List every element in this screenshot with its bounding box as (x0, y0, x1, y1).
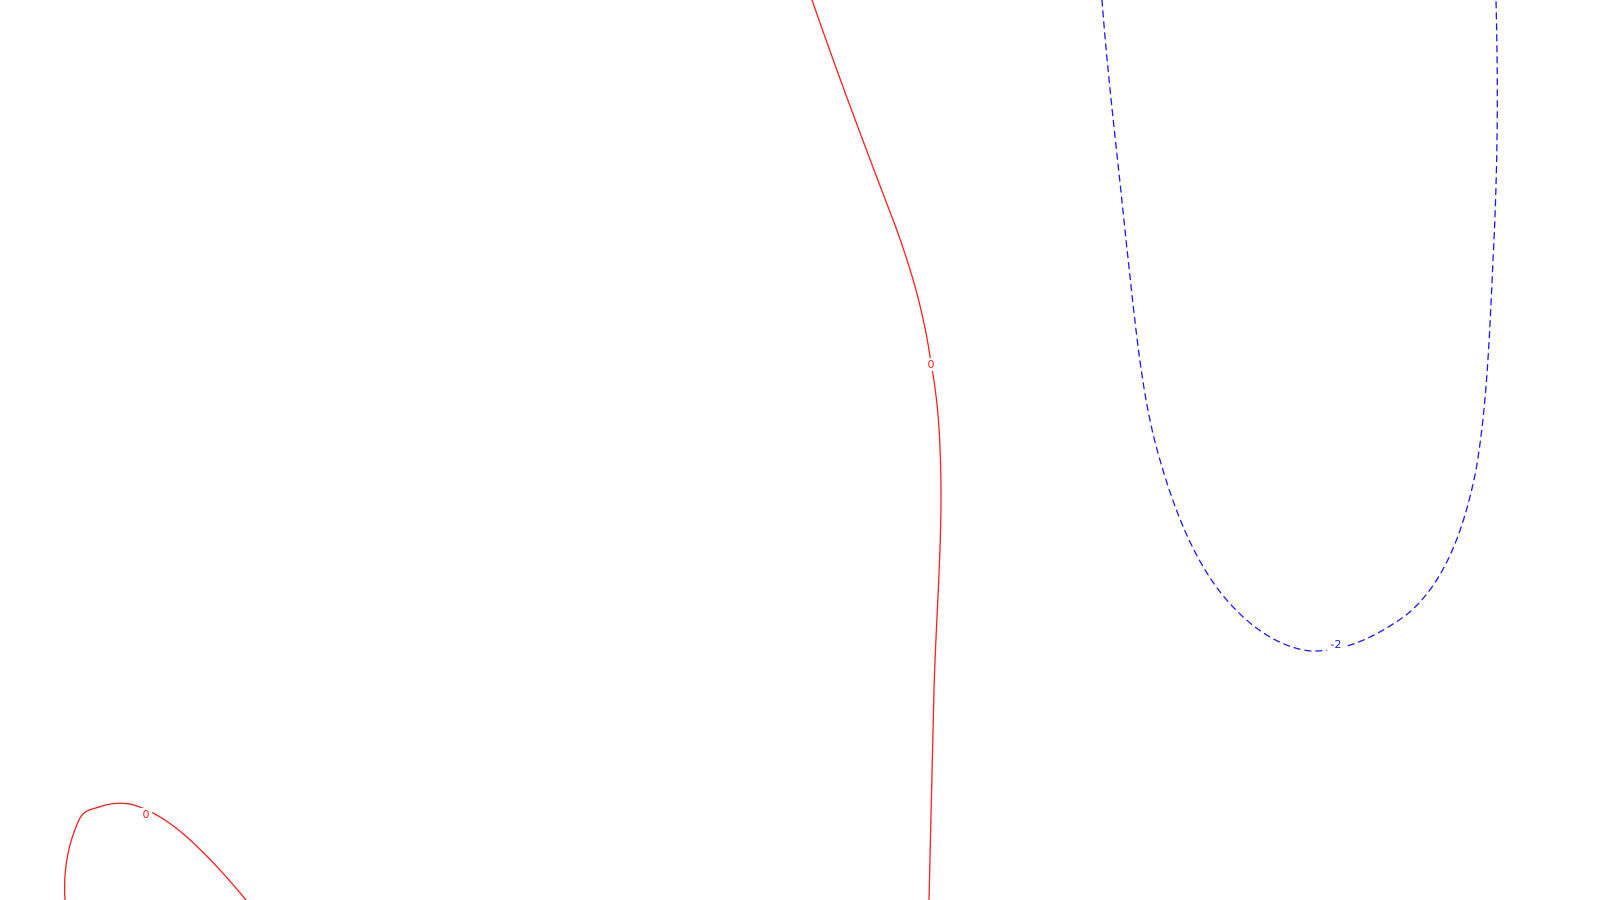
contour-path-0-main (811, 0, 942, 900)
label-bg (140, 808, 152, 821)
label-bg (925, 358, 937, 371)
contour-level-neg-2: -2 (1101, 0, 1498, 652)
contour-label-0-small: 0 (143, 808, 150, 821)
label-bg (1327, 638, 1345, 651)
contour-path-0-small (63, 802, 247, 900)
contour-level-0-small: 0 (63, 802, 247, 900)
contour-level-0-main: 0 (811, 0, 942, 900)
contour-label-0-main: 0 (928, 358, 935, 371)
contour-path-neg-2 (1101, 0, 1498, 652)
contour-label-neg-2: -2 (1331, 638, 1342, 651)
